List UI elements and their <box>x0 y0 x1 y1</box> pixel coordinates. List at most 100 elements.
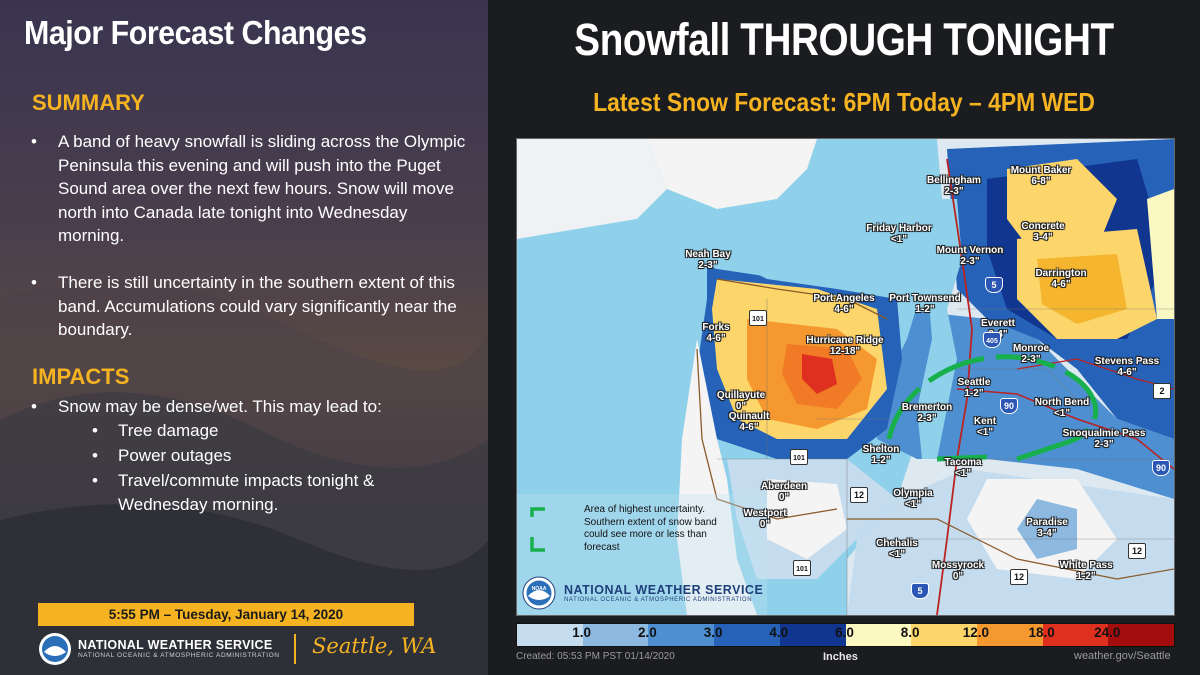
location-amount: 3-4" <box>1037 528 1057 539</box>
bullet-glyph: • <box>92 421 98 440</box>
scale-segment <box>976 624 1044 646</box>
location-name: Quinault <box>728 411 770 422</box>
location-name: Bellingham <box>927 175 981 186</box>
impacts-bullet: • Snow may be dense/wet. This may lead t… <box>31 395 474 419</box>
location-name: Seattle <box>957 377 991 388</box>
location-label: Hurricane Ridge 12-18" <box>806 335 883 357</box>
us101-shield-coast-icon: 101 <box>793 560 811 576</box>
i90-shield-east-icon: 90 <box>1152 460 1170 476</box>
panel-title: Major Forecast Changes <box>24 14 367 51</box>
location-label: North Bend <1" <box>1035 397 1089 419</box>
i405-shield-icon: 405 <box>983 332 1001 348</box>
snowfall-color-scale <box>516 623 1175 647</box>
us101-shield-icon: 101 <box>749 310 767 326</box>
location-amount: 3-4" <box>1033 232 1053 243</box>
scale-tick-label: 6.0 <box>835 625 854 640</box>
i90-road <box>956 388 1174 470</box>
location-label: Mount Vernon 2-3" <box>937 245 1004 267</box>
scale-segment <box>1108 624 1175 646</box>
location-label: Quinault 4-6" <box>729 411 770 433</box>
location-label: Friday Harbor <1" <box>866 223 932 245</box>
impact-tree-damage: • Tree damage <box>92 419 452 443</box>
i5-shield-icon: 5 <box>985 277 1003 293</box>
location-label: Neah Bay 2-3" <box>685 249 731 271</box>
location-label: Quillayute 0" <box>717 390 765 412</box>
location-amount: 4-6" <box>739 422 759 433</box>
location-name: Forks <box>702 322 730 333</box>
uncertainty-legend-icon <box>530 507 545 552</box>
location-amount: 2-3" <box>960 256 980 267</box>
location-label: Monroe 2-3" <box>1013 343 1049 365</box>
location-label: Paradise 3-4" <box>1026 517 1068 539</box>
location-amount: 4-6" <box>706 333 726 344</box>
location-name: Quillayute <box>716 390 766 401</box>
divider <box>294 634 296 664</box>
location-name: Hurricane Ridge <box>806 335 884 346</box>
location-amount: <1" <box>1053 408 1071 419</box>
location-name: Port Townsend <box>889 293 961 304</box>
location-amount: 0" <box>778 492 790 503</box>
map-nws-logo-icon: NOAA <box>522 576 556 610</box>
website-link: weather.gov/Seattle <box>1074 650 1171 662</box>
scale-segment <box>582 624 649 646</box>
bullet-glyph: • <box>92 446 98 465</box>
location-label: Aberdeen 0" <box>761 481 807 503</box>
location-label: Olympia <1" <box>893 488 932 510</box>
location-amount: 2-3" <box>917 413 937 424</box>
location-name: Chehalis <box>876 538 918 549</box>
location-label: Chehalis <1" <box>876 538 918 560</box>
location-name: Olympia <box>893 488 933 499</box>
location-amount: 0" <box>952 571 964 582</box>
impact-power-outages: • Power outages <box>92 444 452 468</box>
location-name: Bremerton <box>901 402 953 413</box>
location-name: Port Angeles <box>813 293 875 304</box>
location-label: Stevens Pass 4-6" <box>1095 356 1160 378</box>
location-label: Forks 4-6" <box>702 322 729 344</box>
uncertainty-outline <box>886 354 1099 447</box>
agency-name: NATIONAL WEATHER SERVICE <box>78 638 273 652</box>
location-name: Monroe <box>1012 343 1050 354</box>
us2-shield-icon: 2 <box>1153 383 1171 399</box>
location-name: Snoqualmie Pass <box>1062 428 1146 439</box>
location-name: Shelton <box>862 444 900 455</box>
location-amount: 2-3" <box>1094 439 1114 450</box>
agency-subtitle: NATIONAL OCEANIC & ATMOSPHERIC ADMINISTR… <box>78 652 280 659</box>
location-amount: 1-2" <box>915 304 935 315</box>
location-amount: 1-2" <box>1076 571 1096 582</box>
summary-bullet-2: • There is still uncertainty in the sout… <box>31 273 457 339</box>
us101-shield-south-icon: 101 <box>790 449 808 465</box>
scale-tick-label: 2.0 <box>638 625 657 640</box>
scale-tick-label: 4.0 <box>769 625 789 640</box>
location-name: Mount Baker <box>1010 165 1072 176</box>
scale-tick-label: 1.0 <box>572 625 592 640</box>
location-label: Port Townsend 1-2" <box>889 293 960 315</box>
bullet-glyph: • <box>31 397 37 416</box>
nws-logo-icon <box>39 633 71 665</box>
location-amount: 1-2" <box>871 455 891 466</box>
summary-heading: SUMMARY <box>32 90 145 115</box>
scale-segment <box>648 624 715 646</box>
location-label: Seattle 1-2" <box>958 377 991 399</box>
scale-segment <box>911 624 978 646</box>
location-amount: 0" <box>735 401 747 412</box>
scale-segment <box>1042 624 1109 646</box>
location-name: Darrington <box>1035 268 1087 279</box>
office-name: Seattle, WA <box>312 634 437 658</box>
location-name: Stevens Pass <box>1094 356 1160 367</box>
main-title: Snowfall THROUGH TONIGHT <box>574 14 1114 65</box>
us12-shield-far-icon: 12 <box>1128 543 1146 559</box>
location-amount: <1" <box>888 549 906 560</box>
impacts-heading: IMPACTS <box>32 364 130 389</box>
impact-travel: • Travel/commute impacts tonight & Wedne… <box>92 471 375 514</box>
location-label: White Pass 1-2" <box>1059 560 1112 582</box>
scale-units: Inches <box>823 651 858 663</box>
scale-segment <box>845 624 912 646</box>
map-agency-subtitle: NATIONAL OCEANIC & ATMOSPHERIC ADMINISTR… <box>564 597 753 603</box>
forecast-period: Latest Snow Forecast: 6PM Today – 4PM WE… <box>593 87 1095 117</box>
map-logo-text: NOAA <box>532 586 547 592</box>
location-label: Mount Baker 6-8" <box>1011 165 1072 187</box>
scale-segment <box>779 624 846 646</box>
location-name: Westport <box>743 508 787 519</box>
location-amount: <1" <box>904 499 922 510</box>
